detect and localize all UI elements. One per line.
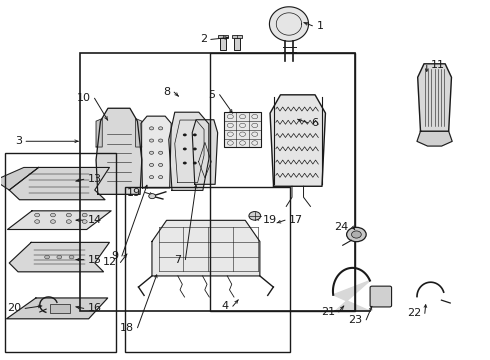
Polygon shape [417, 64, 451, 131]
Bar [210, 53, 355, 311]
Text: 23: 23 [348, 315, 362, 325]
Text: 8: 8 [163, 87, 170, 97]
Circle shape [158, 163, 163, 166]
Text: 20: 20 [7, 303, 21, 314]
Circle shape [149, 163, 154, 166]
Polygon shape [270, 95, 325, 186]
Circle shape [158, 151, 163, 154]
Text: 14: 14 [88, 215, 102, 225]
FancyBboxPatch shape [370, 286, 392, 307]
Circle shape [35, 220, 40, 224]
Text: 6: 6 [312, 118, 318, 128]
Text: 17: 17 [289, 215, 303, 225]
Polygon shape [152, 220, 260, 276]
Bar [218, 35, 228, 38]
Circle shape [158, 176, 163, 179]
Circle shape [35, 213, 40, 217]
Circle shape [158, 127, 163, 130]
Text: 22: 22 [407, 309, 421, 318]
Text: 9: 9 [111, 251, 118, 261]
Text: 4: 4 [222, 301, 229, 311]
Polygon shape [333, 280, 370, 311]
Bar [234, 38, 240, 50]
Polygon shape [141, 116, 171, 188]
Bar [4, 153, 116, 352]
Circle shape [149, 194, 156, 199]
Circle shape [50, 213, 55, 217]
Circle shape [183, 148, 187, 150]
Circle shape [149, 151, 154, 154]
Bar [220, 38, 226, 50]
Circle shape [45, 255, 49, 259]
Text: 1: 1 [317, 21, 323, 31]
Polygon shape [0, 167, 39, 190]
Polygon shape [192, 120, 218, 184]
Text: 18: 18 [120, 323, 134, 333]
Bar [125, 187, 290, 352]
Bar [49, 304, 70, 313]
Text: 11: 11 [431, 60, 444, 70]
Polygon shape [270, 7, 309, 41]
Polygon shape [96, 108, 142, 194]
Circle shape [50, 220, 55, 224]
Bar [224, 112, 261, 147]
Text: 19: 19 [263, 215, 277, 225]
Text: 7: 7 [174, 255, 181, 265]
Text: 15: 15 [88, 255, 101, 265]
Circle shape [82, 213, 87, 217]
Circle shape [149, 127, 154, 130]
Polygon shape [7, 211, 111, 229]
Circle shape [66, 213, 72, 217]
Polygon shape [9, 167, 109, 200]
Circle shape [193, 148, 197, 150]
Circle shape [82, 220, 87, 224]
Text: 21: 21 [321, 307, 335, 317]
Circle shape [149, 176, 154, 179]
Text: 10: 10 [76, 93, 91, 103]
Polygon shape [6, 298, 108, 319]
Bar [232, 35, 242, 38]
Circle shape [69, 255, 74, 259]
Polygon shape [417, 131, 452, 146]
Polygon shape [169, 112, 209, 190]
Circle shape [149, 139, 154, 142]
Circle shape [193, 134, 197, 136]
Text: 2: 2 [200, 35, 207, 44]
Circle shape [193, 162, 197, 165]
Circle shape [57, 255, 62, 259]
Text: 3: 3 [15, 136, 22, 146]
Text: 19: 19 [127, 188, 142, 198]
Polygon shape [136, 118, 142, 147]
Text: 5: 5 [209, 90, 216, 100]
Circle shape [346, 227, 366, 242]
Text: 24: 24 [334, 222, 348, 231]
Circle shape [183, 134, 187, 136]
Circle shape [249, 212, 261, 220]
Text: 16: 16 [88, 303, 101, 314]
Circle shape [66, 220, 72, 224]
Bar [80, 53, 355, 311]
Text: 12: 12 [102, 257, 117, 267]
Text: 13: 13 [88, 174, 101, 184]
Circle shape [183, 162, 187, 165]
Circle shape [351, 231, 361, 238]
Polygon shape [96, 118, 102, 147]
Circle shape [158, 139, 163, 142]
Polygon shape [9, 242, 109, 272]
